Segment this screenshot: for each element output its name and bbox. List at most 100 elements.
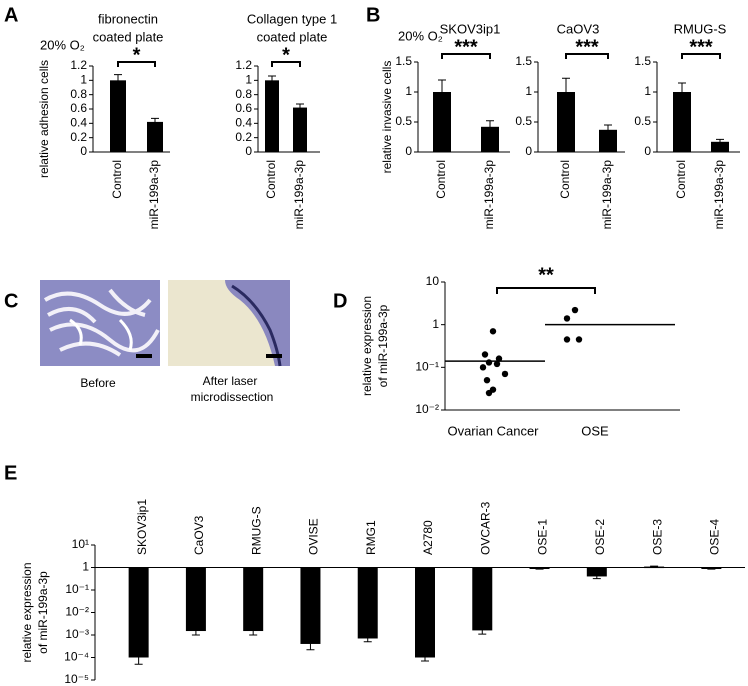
y-tick-label: 0.6 [70, 101, 87, 115]
y-tick-label: 0.8 [235, 87, 252, 101]
bar [185, 567, 206, 632]
error-bar [249, 627, 258, 636]
bar [599, 129, 617, 152]
y-tick-label: 10⁻² [415, 402, 439, 416]
y-tick-label: 10⁻⁵ [64, 672, 89, 686]
x-tick-label: OVCAR-3 [478, 501, 492, 555]
point [575, 336, 583, 343]
error-bar [650, 565, 659, 568]
bar [110, 80, 126, 152]
x-tick-label: OVISE [307, 518, 321, 555]
y-tick-label: 1.2 [235, 58, 252, 72]
y-tick-label: 10⁻¹ [415, 360, 439, 374]
y-tick-label: 0.5 [634, 114, 651, 128]
significance-bracket [271, 61, 301, 67]
error-bar [438, 79, 446, 105]
y-tick-label: 0.2 [70, 130, 87, 144]
bar [415, 567, 435, 658]
error-bar [562, 77, 570, 107]
y-tick-label: 1.2 [70, 58, 87, 72]
significance-bracket [441, 53, 491, 59]
error-bar [678, 82, 686, 102]
y-tick-label: 0.4 [235, 116, 252, 130]
bar [357, 567, 378, 639]
y-tick-label: 1.5 [395, 54, 412, 68]
panel-letter: A [4, 4, 18, 26]
bar [147, 121, 163, 152]
point [571, 306, 579, 314]
error-bar [134, 653, 143, 665]
x-tick-label: miR-199a-3p [482, 160, 496, 230]
x-tick-label: miR-199a-3p [712, 160, 726, 230]
y-tick-label: 0 [405, 144, 412, 158]
point [485, 359, 493, 366]
y-tick-label: 0.6 [235, 101, 252, 115]
y-axis-label: relative invasive cells [380, 61, 394, 174]
y-tick-label: 1.5 [515, 54, 532, 68]
point [495, 355, 503, 362]
bar [673, 92, 691, 152]
caption: After laser [203, 374, 258, 388]
y-tick-label: 10⁻⁴ [64, 650, 89, 664]
y-tick-label: 1 [245, 73, 252, 87]
y-tick-label: 1 [432, 317, 439, 331]
x-tick-label: miR-199a-3p [292, 160, 306, 230]
point [493, 360, 501, 368]
panel-letter: C [4, 290, 18, 312]
x-tick-label: CaOV3 [192, 515, 206, 555]
error-bar [114, 74, 122, 87]
bar [293, 107, 307, 152]
bar [557, 92, 575, 152]
error-bar [592, 574, 601, 580]
bar [300, 567, 321, 644]
x-tick-label: Control [264, 160, 278, 199]
chart-title: RMUG-S [674, 21, 727, 36]
point [489, 328, 497, 335]
x-tick-label: Control [434, 160, 448, 199]
panel-letter: B [366, 4, 380, 26]
bar [243, 567, 264, 632]
y-axis-label: relative expression [20, 562, 34, 662]
significance-bracket [681, 53, 721, 59]
condition-label: 20% O₂ [40, 37, 85, 52]
y-tick-label: 10⁻³ [65, 627, 89, 641]
bar [433, 92, 451, 152]
chart-title: coated plate [93, 29, 164, 44]
y-tick-label: 0 [644, 144, 651, 158]
x-tick-label: A2780 [421, 520, 435, 555]
significance: *** [575, 36, 599, 58]
error-bar [191, 627, 200, 636]
y-axis-label: relative expression [360, 296, 374, 396]
caption: Before [80, 376, 116, 390]
error-bar [421, 654, 429, 662]
point [481, 351, 489, 358]
chart-title: Collagen type 1 [247, 11, 337, 26]
y-tick-label: 0 [525, 144, 532, 158]
y-tick-label: 0.8 [70, 87, 87, 101]
y-axis-label: of miR-199a-3p [36, 571, 50, 654]
x-tick-label: Control [674, 160, 688, 199]
significance: ** [538, 264, 554, 286]
error-bar [707, 567, 716, 570]
significance: *** [689, 36, 713, 58]
point [501, 370, 509, 378]
x-tick-label: miR-199a-3p [600, 160, 614, 230]
panel-letter: D [333, 290, 347, 312]
error-bar [535, 567, 544, 570]
bar [265, 80, 279, 152]
y-tick-label: 0.2 [235, 130, 252, 144]
y-tick-label: 1 [644, 84, 651, 98]
x-tick-label: OSE-4 [708, 519, 722, 555]
x-tick-label: Control [110, 160, 124, 199]
bar [586, 567, 607, 577]
error-bar [151, 117, 159, 126]
y-tick-label: 0.5 [395, 114, 412, 128]
x-tick-label: Control [558, 160, 572, 199]
y-tick-label: 0 [80, 144, 87, 158]
y-tick-label: 1 [82, 560, 89, 574]
x-tick-label: OSE [581, 423, 609, 438]
x-tick-label: RMG1 [364, 520, 378, 555]
y-tick-label: 10¹ [72, 537, 89, 551]
error-bar [296, 103, 304, 112]
